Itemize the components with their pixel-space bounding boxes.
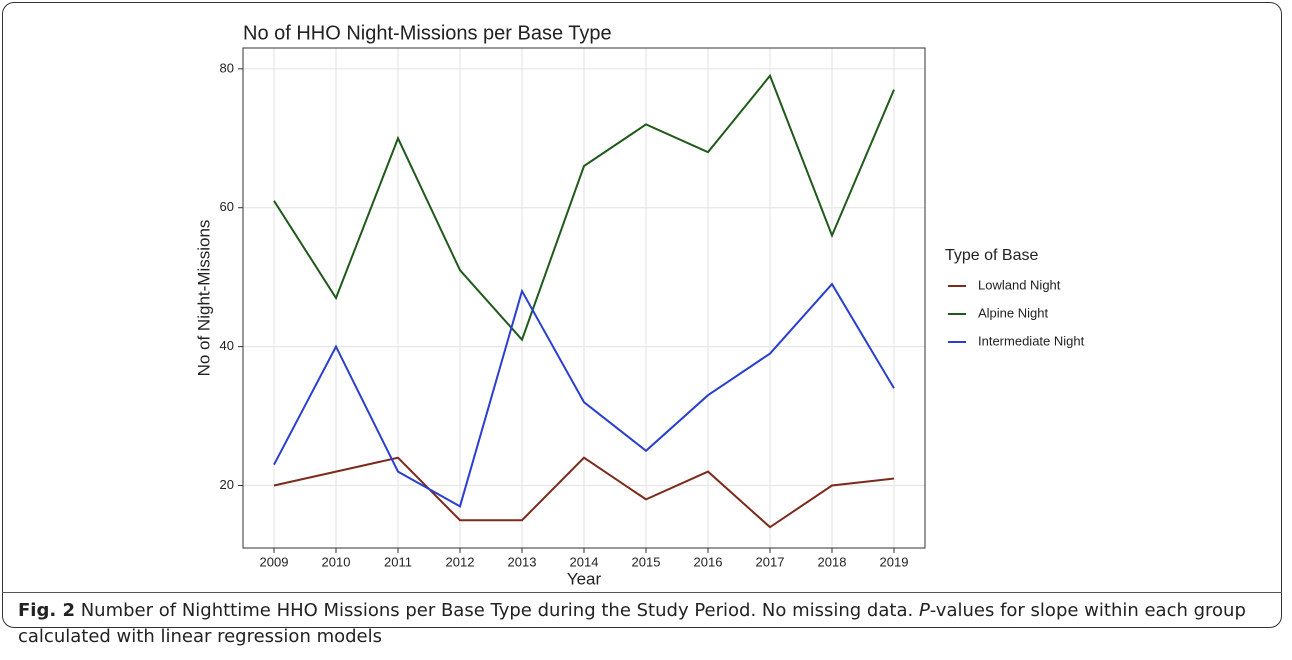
x-tick-label: 2009 bbox=[260, 554, 289, 569]
caption-text: -values for slope within each group calc… bbox=[18, 600, 1246, 647]
chart: No of HHO Night-Missions per Base Type Y… bbox=[194, 22, 1085, 588]
x-tick-label: 2013 bbox=[508, 554, 537, 569]
figure-frame bbox=[2, 2, 1282, 628]
legend-label: Lowland Night bbox=[978, 277, 1061, 292]
x-tick-label: 2010 bbox=[322, 554, 351, 569]
caption-divider bbox=[2, 592, 1282, 593]
x-tick-label: 2018 bbox=[818, 554, 847, 569]
legend-label: Alpine Night bbox=[978, 305, 1048, 320]
x-tick-label: 2016 bbox=[694, 554, 723, 569]
legend-label: Intermediate Night bbox=[978, 333, 1085, 348]
line-series bbox=[273, 456, 895, 529]
x-tick-label: 2019 bbox=[880, 554, 909, 569]
plot-border bbox=[242, 47, 926, 549]
x-tick-label: 2017 bbox=[756, 554, 785, 569]
y-tick-label: 60 bbox=[220, 199, 234, 214]
x-tick-label: 2015 bbox=[632, 554, 661, 569]
x-tick-label: 2011 bbox=[384, 554, 412, 569]
x-tick-label: 2014 bbox=[570, 554, 599, 569]
y-tick-label: 80 bbox=[220, 60, 234, 75]
x-axis-label: Year bbox=[567, 569, 602, 588]
x-tick-label: 2012 bbox=[446, 554, 475, 569]
caption: Fig. 2 Number of Nighttime HHO Missions … bbox=[18, 598, 1268, 650]
caption-italic: P bbox=[918, 600, 930, 621]
caption-label: Fig. 2 bbox=[18, 600, 75, 621]
legend-title: Type of Base bbox=[945, 247, 1038, 264]
y-axis-label: No of Night-Missions bbox=[194, 220, 213, 377]
line-series bbox=[273, 73, 895, 342]
caption-text: Number of Nighttime HHO Missions per Bas… bbox=[80, 600, 919, 621]
y-tick-label: 20 bbox=[220, 477, 234, 492]
y-tick-label: 40 bbox=[220, 338, 234, 353]
line-series bbox=[273, 282, 895, 508]
chart-title: No of HHO Night-Missions per Base Type bbox=[243, 22, 612, 44]
